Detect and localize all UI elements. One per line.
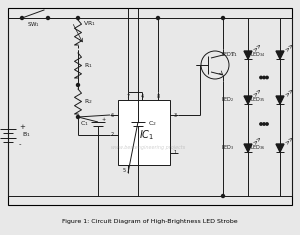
Text: www.bestengineering projects: www.bestengineering projects [111,145,185,150]
Circle shape [266,123,268,125]
Text: +: + [19,124,25,130]
Polygon shape [276,51,284,59]
Circle shape [221,16,224,20]
Text: LED$_{35}$: LED$_{35}$ [250,96,266,104]
Circle shape [20,16,23,20]
Text: LED$_{36}$: LED$_{36}$ [250,144,266,153]
Circle shape [76,16,80,20]
Text: T$_1$: T$_1$ [230,51,238,59]
Text: 8: 8 [156,94,160,98]
Text: LED$_{34}$: LED$_{34}$ [250,51,266,59]
Text: 1: 1 [173,150,177,156]
Text: 4: 4 [140,94,144,98]
Text: 7: 7 [126,94,130,98]
Text: 6: 6 [110,113,114,118]
Text: LED$_2$: LED$_2$ [220,96,234,104]
Text: Figure 1: Circuit Diagram of High-Brightness LED Strobe: Figure 1: Circuit Diagram of High-Bright… [62,219,238,224]
Polygon shape [276,96,284,104]
Text: 3: 3 [173,113,177,118]
Circle shape [76,83,80,86]
Circle shape [46,16,50,20]
Text: C$_1$: C$_1$ [80,120,88,129]
Text: B$_1$: B$_1$ [22,131,31,139]
Circle shape [76,115,80,118]
Circle shape [263,123,265,125]
Circle shape [263,76,265,79]
Text: 2: 2 [110,133,114,137]
Circle shape [260,123,262,125]
Text: R$_1$: R$_1$ [84,61,93,70]
Polygon shape [244,51,252,59]
Text: IC$_1$: IC$_1$ [139,129,155,142]
Circle shape [260,76,262,79]
Polygon shape [244,96,252,104]
Bar [118,100,170,165]
Text: LED$_1$: LED$_1$ [220,51,234,59]
Circle shape [221,195,224,197]
Polygon shape [276,144,284,152]
Text: SW$_1$: SW$_1$ [27,20,40,29]
Text: C$_2$: C$_2$ [148,120,156,129]
Circle shape [266,76,268,79]
Text: VR$_1$: VR$_1$ [83,20,96,28]
Text: LED$_3$: LED$_3$ [220,144,234,153]
Bar [8,8,292,205]
Text: -: - [19,141,22,147]
Polygon shape [244,144,252,152]
Text: 5: 5 [122,168,126,172]
Text: +: + [101,117,105,121]
Text: R$_2$: R$_2$ [84,97,93,106]
Circle shape [157,16,160,20]
